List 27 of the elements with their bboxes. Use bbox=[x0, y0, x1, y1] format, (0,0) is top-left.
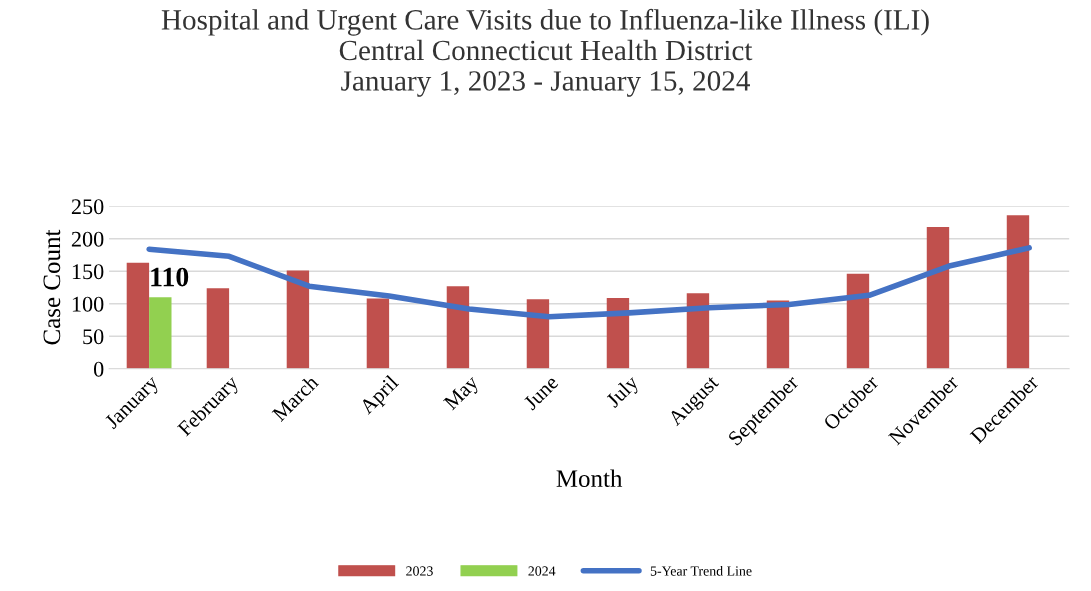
x-tick-label: May bbox=[443, 374, 483, 414]
bar bbox=[926, 227, 950, 369]
y-tick-label: 0 bbox=[93, 361, 104, 377]
bar bbox=[1006, 215, 1030, 369]
y-tick-label: 100 bbox=[72, 296, 104, 312]
bar bbox=[126, 262, 150, 369]
bar bbox=[286, 270, 310, 369]
legend-label: 2024 bbox=[528, 566, 556, 576]
bar bbox=[206, 288, 230, 369]
legend-label: 2023 bbox=[406, 566, 433, 576]
bar bbox=[149, 297, 172, 369]
data-label: 110 bbox=[151, 267, 189, 287]
y-tick-label: 250 bbox=[71, 199, 104, 215]
y-tick-label: 200 bbox=[71, 231, 104, 247]
bar bbox=[846, 273, 870, 369]
y-tick-label: 150 bbox=[72, 264, 104, 280]
bar bbox=[446, 286, 470, 369]
bar bbox=[366, 298, 390, 369]
legend-label: 5-Year Trend Line bbox=[650, 565, 752, 576]
bar bbox=[686, 293, 710, 369]
chart-title: Hospital and Urgent Care Visits due to Influenza-like Illness (ILI) Central Connecticut Health District January 1, 2023 - January 15, 2024 bbox=[161, 8, 929, 97]
x-tick-label: June bbox=[523, 374, 559, 411]
y-tick-label: 50 bbox=[83, 329, 104, 345]
x-axis-title: Month bbox=[556, 469, 623, 488]
x-tick-label: July bbox=[604, 373, 643, 412]
y-axis-title: Case Count bbox=[43, 229, 61, 345]
bar bbox=[526, 299, 550, 369]
